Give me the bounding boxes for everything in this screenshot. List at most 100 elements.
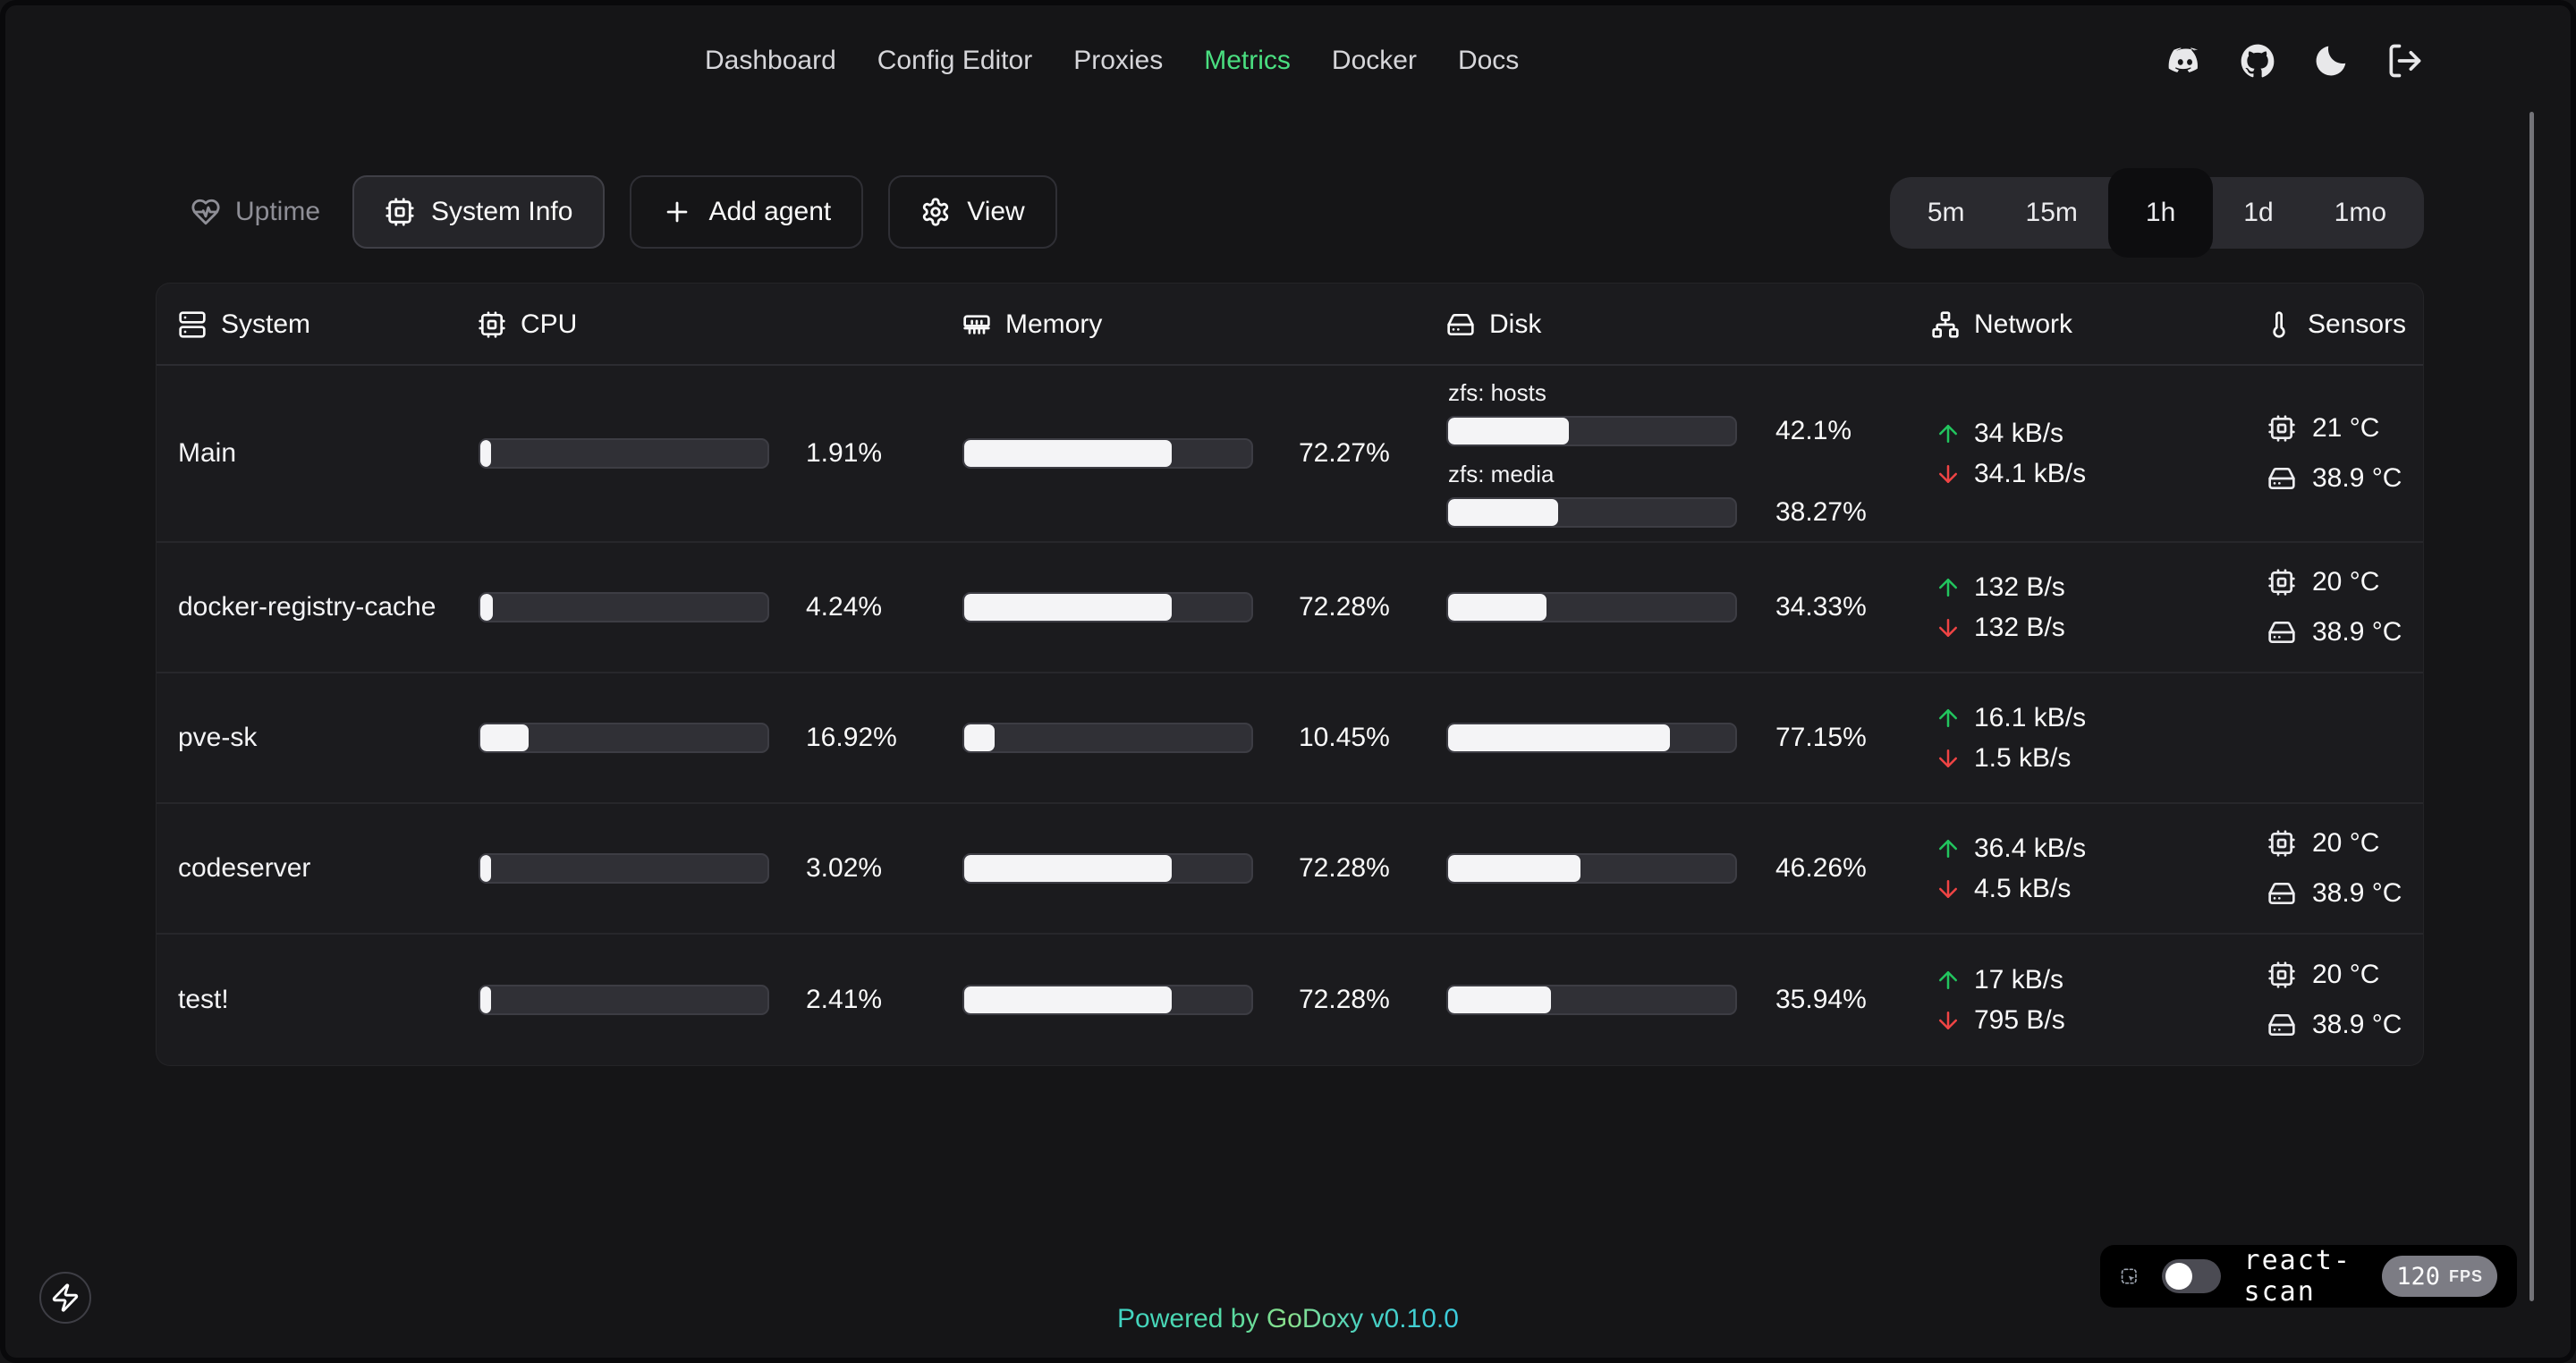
cpu-icon <box>2268 415 2295 442</box>
memory-usage-value: 72.28% <box>1299 985 1390 1014</box>
cpu-temp-line: 20 °C <box>2267 952 2402 998</box>
sensors-cell: 20 °C 38.9 °C <box>2267 559 2402 656</box>
time-option-5m[interactable]: 5m <box>1927 198 1965 227</box>
cpu-usage-fill <box>480 855 491 882</box>
disk-partition-name: zfs: hosts <box>1448 379 1546 406</box>
nav-item-proxies[interactable]: Proxies <box>1073 46 1164 75</box>
page-footer: Powered by GoDoxy v0.10.0 <box>0 1304 2576 1334</box>
discord-icon <box>2168 47 2199 72</box>
disk-cell: 35.94% <box>1446 985 1867 1015</box>
disk-temp-value: 38.9 °C <box>2312 878 2402 908</box>
plus-icon <box>662 197 692 227</box>
memory-usage-value: 10.45% <box>1299 723 1390 752</box>
disk-cell: 34.33% <box>1446 592 1867 622</box>
nav-item-dashboard[interactable]: Dashboard <box>705 46 836 75</box>
table-row-main[interactable]: Main 1.91% 72.27% zfs: hosts 42.1% zfs: media… <box>157 366 2423 543</box>
arrow-down-icon <box>1939 749 1957 767</box>
github-button[interactable] <box>2238 41 2277 80</box>
network-download-value: 34.1 kB/s <box>1974 458 2087 488</box>
cpu-temp-line: 20 °C <box>2267 820 2402 867</box>
disk-usage-fill <box>1448 418 1570 444</box>
discord-button[interactable] <box>2165 41 2204 80</box>
system-info-tab[interactable]: System Info <box>352 175 606 249</box>
cpu-temp-value: 20 °C <box>2312 960 2380 989</box>
disk-usage-value: 46.26% <box>1775 853 1867 883</box>
github-icon <box>2241 44 2275 78</box>
godoxy-link[interactable]: GoDoxy <box>1266 1304 1364 1333</box>
nav-item-docs[interactable]: Docs <box>1457 46 1520 75</box>
arrow-down-icon <box>1939 879 1957 898</box>
memory-usage-fill <box>964 594 1173 621</box>
system-name: Main <box>178 438 237 468</box>
table-row-pve-sk[interactable]: pve-sk 16.92% 10.45% 77.15% 16.1 kB/s 1.5 kB/… <box>157 673 2423 804</box>
table-header: System CPU Memory Disk Network Sensors <box>157 284 2423 366</box>
nav-item-config-editor[interactable]: Config Editor <box>877 46 1033 75</box>
nav-icon-group <box>2165 0 2424 122</box>
inspect-icon <box>2121 1268 2137 1284</box>
dark-mode-button[interactable] <box>2311 41 2351 80</box>
heart-pulse-icon <box>191 197 221 227</box>
theme-customizer-button[interactable] <box>39 1272 91 1324</box>
time-option-1h[interactable]: 1h <box>2107 168 2214 258</box>
disk-usage-bar <box>1446 592 1737 622</box>
cpu-icon <box>2268 830 2295 857</box>
disk-cell: 77.15% <box>1446 723 1867 753</box>
hard-drive-icon <box>2268 883 2295 904</box>
add-agent-button[interactable]: Add agent <box>630 175 864 249</box>
react-scan-widget: react-scan 120 FPS <box>2100 1245 2517 1308</box>
main-nav: Dashboard Config Editor Proxies Metrics Dock… <box>705 0 1519 122</box>
memory-usage-fill <box>964 724 995 751</box>
time-option-1mo[interactable]: 1mo <box>2334 198 2386 227</box>
disk-entry: 35.94% <box>1446 985 1867 1015</box>
view-button[interactable]: View <box>888 175 1057 249</box>
time-option-15m[interactable]: 15m <box>2025 198 2078 227</box>
cpu-chip-icon <box>385 197 415 227</box>
cpu-usage-fill <box>480 440 491 467</box>
memory-usage-bar <box>962 853 1253 884</box>
uptime-tab-label: Uptime <box>235 197 321 226</box>
network-cell: 132 B/s 132 B/s <box>1935 567 2065 648</box>
hard-drive-icon <box>2268 468 2295 489</box>
cpu-temp-line: 20 °C <box>2267 559 2402 605</box>
table-row-docker-registry-cache[interactable]: docker-registry-cache 4.24% 72.28% 34.33% 13… <box>157 543 2423 673</box>
logout-button[interactable] <box>2385 41 2424 80</box>
cpu-usage-fill <box>480 724 530 751</box>
disk-usage-fill <box>1448 855 1581 882</box>
nav-item-docker[interactable]: Docker <box>1331 46 1417 75</box>
disk-cell: zfs: hosts 42.1% zfs: media 38.27% <box>1446 379 1867 528</box>
disk-cell: 46.26% <box>1446 853 1867 884</box>
column-header-cpu: CPU <box>478 284 577 366</box>
uptime-tab[interactable]: Uptime <box>183 175 327 249</box>
cpu-temp-line: 21 °C <box>2267 405 2402 452</box>
cpu-icon <box>386 198 414 226</box>
view-label: View <box>967 197 1025 226</box>
logout-icon <box>2389 44 2421 78</box>
memory-usage-bar <box>962 985 1253 1015</box>
time-option-1d[interactable]: 1d <box>2243 198 2274 227</box>
disk-entry: zfs: hosts 42.1% <box>1446 379 1867 446</box>
inspect-cursor-icon[interactable] <box>2120 1262 2139 1291</box>
disk-temp-value: 38.9 °C <box>2312 617 2402 647</box>
disk-usage-bar <box>1446 723 1737 753</box>
table-row-codeserver[interactable]: codeserver 3.02% 72.28% 46.26% 36.4 kB/s 4.5 … <box>157 804 2423 935</box>
table-row-test[interactable]: test! 2.41% 72.28% 35.94% 17 kB/s 795 B/s 20 °… <box>157 935 2423 1065</box>
network-upload-line: 132 B/s <box>1935 567 2065 607</box>
nav-item-metrics[interactable]: Metrics <box>1204 46 1291 75</box>
disk-usage-value: 38.27% <box>1775 497 1867 527</box>
sensors-cell: 20 °C 38.9 °C <box>2267 952 2402 1048</box>
network-icon <box>1932 311 1959 338</box>
disk-usage-bar <box>1446 416 1737 446</box>
react-scan-toggle[interactable] <box>2161 1259 2221 1293</box>
cpu-icon <box>2268 569 2295 596</box>
page-scrollbar[interactable] <box>2529 112 2534 1301</box>
heart-pulse-icon <box>191 199 220 225</box>
sensors-cell: 21 °C 38.9 °C <box>2267 405 2402 502</box>
arrow-up-icon <box>1939 578 1957 597</box>
cpu-icon <box>479 311 505 338</box>
memory-usage-bar <box>962 723 1253 753</box>
cpu-usage-bar <box>479 985 769 1015</box>
disk-usage-bar <box>1446 985 1737 1015</box>
disk-usage-fill <box>1448 724 1670 751</box>
memory-icon <box>963 315 990 334</box>
column-label: Network <box>1974 309 2073 339</box>
